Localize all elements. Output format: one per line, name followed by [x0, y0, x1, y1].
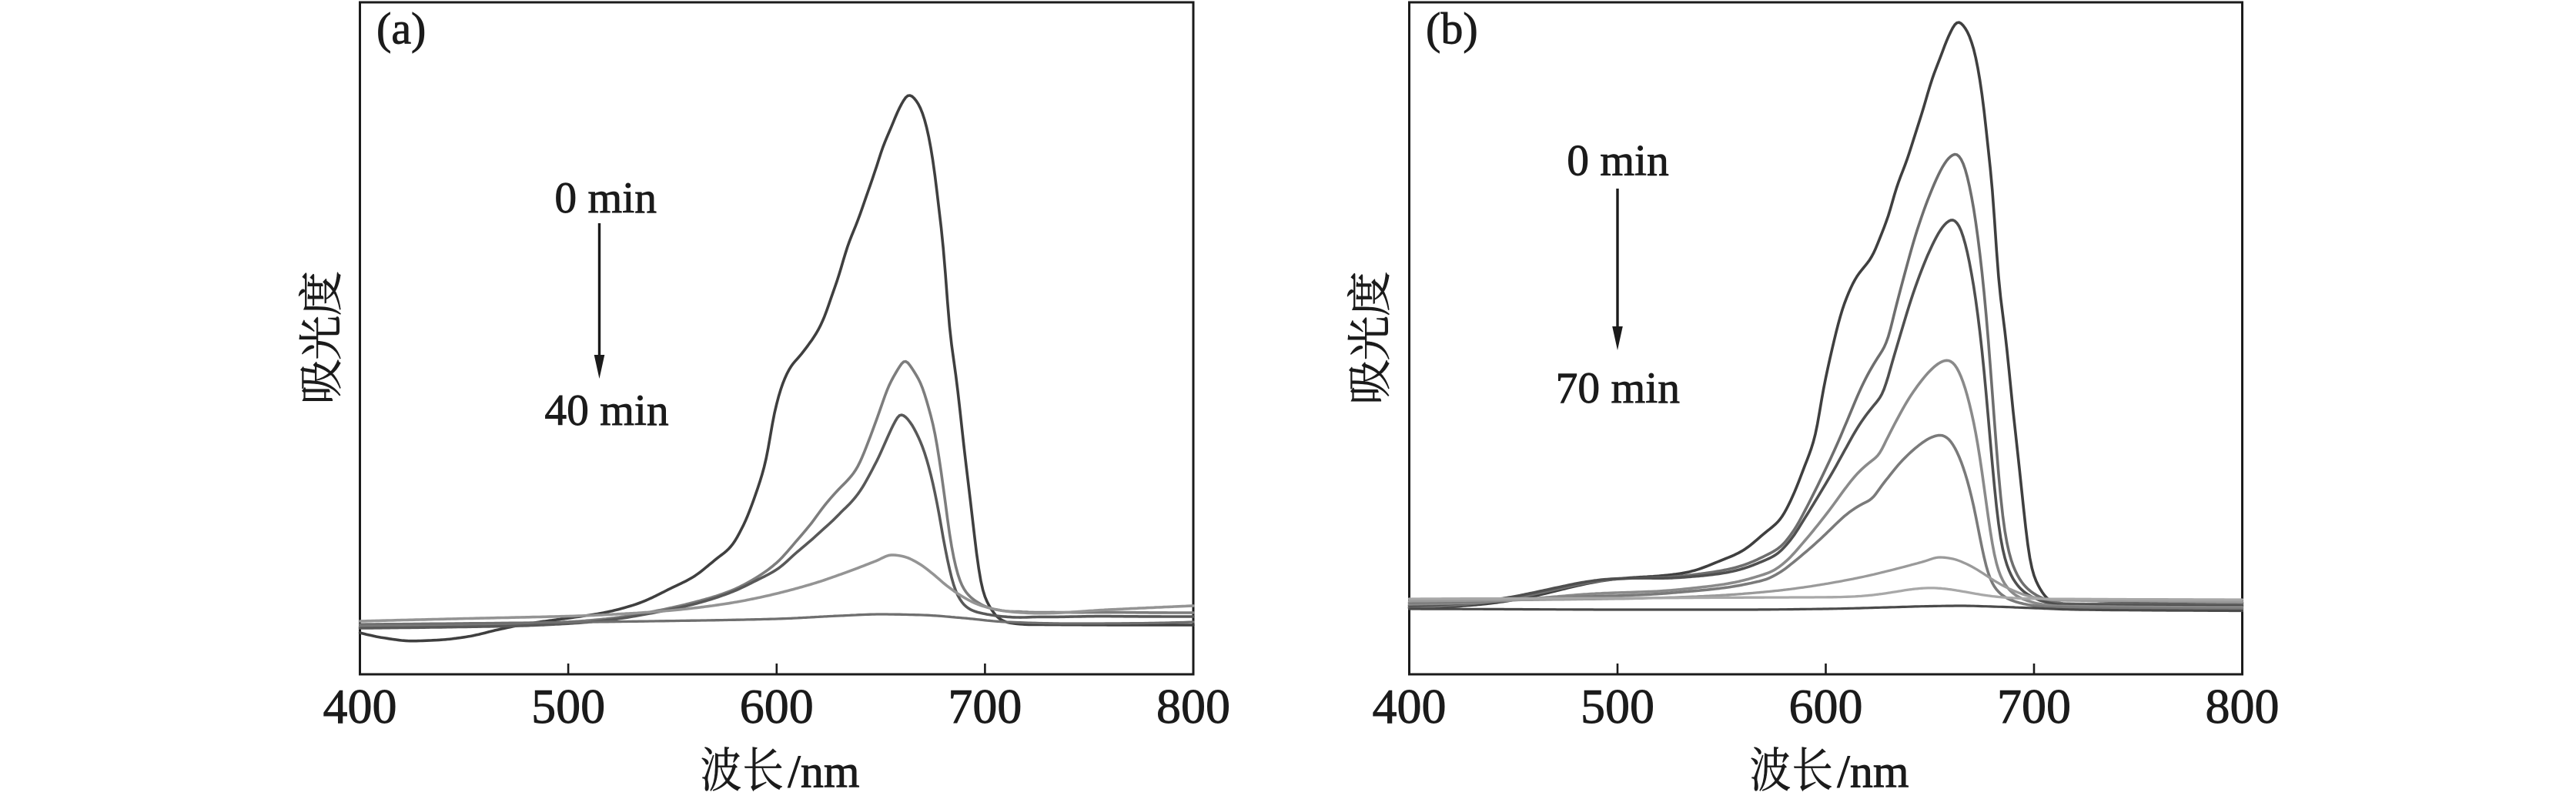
svg-text:40 min: 40 min	[544, 386, 668, 435]
svg-text:400: 400	[323, 679, 397, 734]
svg-text:500: 500	[531, 679, 605, 734]
svg-text:700: 700	[1997, 679, 2071, 734]
svg-text:(a): (a)	[376, 4, 426, 54]
svg-text:700: 700	[948, 679, 1022, 734]
svg-text:(b): (b)	[1426, 4, 1478, 54]
svg-text:800: 800	[2206, 679, 2280, 734]
svg-text:0 min: 0 min	[1567, 137, 1669, 186]
svg-text:70 min: 70 min	[1556, 364, 1680, 413]
svg-text:0 min: 0 min	[554, 174, 657, 222]
svg-text:500: 500	[1581, 679, 1654, 734]
svg-text:/nm: /nm	[788, 747, 859, 797]
svg-text:600: 600	[740, 679, 814, 734]
svg-text:600: 600	[1789, 679, 1863, 734]
svg-text:800: 800	[1156, 679, 1230, 734]
svg-text:/nm: /nm	[1837, 747, 1909, 797]
svg-text:400: 400	[1373, 679, 1447, 734]
